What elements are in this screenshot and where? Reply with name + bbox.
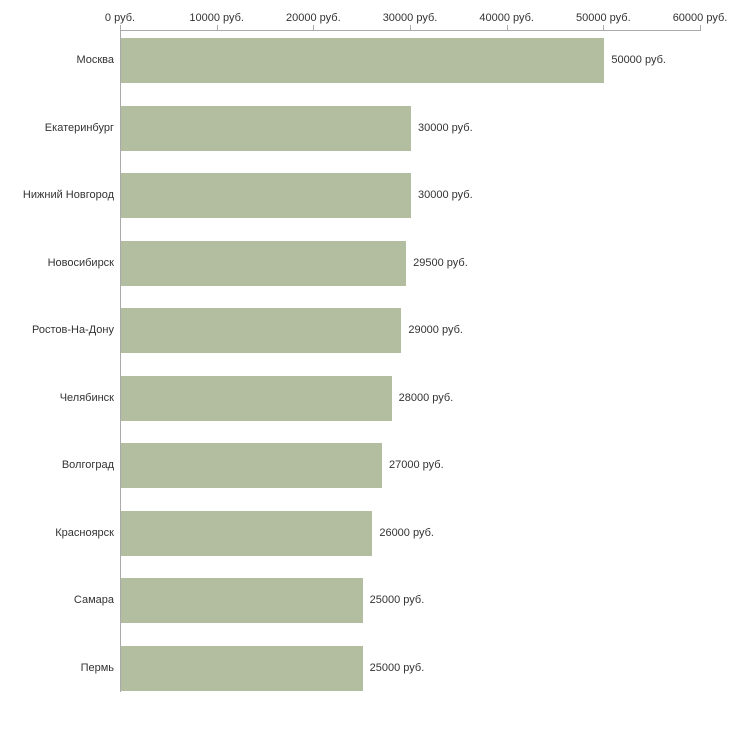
bar-2 — [121, 173, 411, 218]
x-tick-label: 20000 руб. — [286, 12, 341, 24]
value-label: 26000 руб. — [379, 526, 434, 539]
category-label: Нижний Новгород — [22, 189, 114, 201]
value-label: 29500 руб. — [413, 256, 468, 269]
value-label: 28000 руб. — [398, 391, 454, 404]
x-tick-label: 60000 руб. — [672, 12, 728, 24]
value-label: 29000 руб. — [408, 324, 463, 336]
category-label: Волгоград — [61, 459, 114, 471]
value-label: 27000 руб. — [389, 459, 444, 471]
category-label: Самара — [73, 594, 114, 606]
value-label: 30000 руб. — [418, 121, 473, 134]
category-label: Москва — [76, 54, 114, 66]
bar-6 — [121, 443, 382, 488]
y-axis-line — [120, 30, 121, 692]
bar-0 — [121, 38, 605, 83]
bar-1 — [121, 105, 411, 151]
category-label: Пермь — [80, 661, 114, 674]
x-tick-mark — [603, 25, 605, 30]
bar-8 — [121, 578, 363, 623]
x-axis-line — [120, 30, 701, 31]
x-tick-label: 50000 руб. — [576, 12, 631, 24]
value-label: 25000 руб. — [369, 661, 425, 674]
category-label: Ростов-На-Дону — [31, 324, 114, 336]
x-tick-mark — [410, 25, 411, 30]
x-tick-mark — [506, 25, 508, 30]
x-tick-mark — [313, 25, 315, 30]
category-label: Челябинск — [59, 391, 114, 404]
bar-3 — [121, 240, 407, 286]
bar-4 — [121, 308, 402, 353]
value-label: 50000 руб. — [611, 54, 666, 66]
x-tick-label: 10000 руб. — [189, 12, 244, 24]
x-tick-mark — [120, 25, 121, 30]
bar-7 — [121, 510, 373, 556]
x-tick-label: 40000 руб. — [479, 12, 534, 24]
x-tick-mark — [700, 25, 701, 30]
value-label: 25000 руб. — [369, 594, 425, 606]
bar-5 — [121, 375, 392, 421]
category-label: Екатеринбург — [44, 121, 114, 134]
x-tick-label: 30000 руб. — [382, 12, 438, 24]
x-tick-mark — [216, 25, 218, 30]
category-label: Красноярск — [55, 526, 114, 539]
category-label: Новосибирск — [47, 256, 114, 269]
value-label: 30000 руб. — [418, 189, 473, 201]
x-tick-label: 0 руб. — [104, 12, 136, 24]
bar-9 — [121, 645, 363, 691]
